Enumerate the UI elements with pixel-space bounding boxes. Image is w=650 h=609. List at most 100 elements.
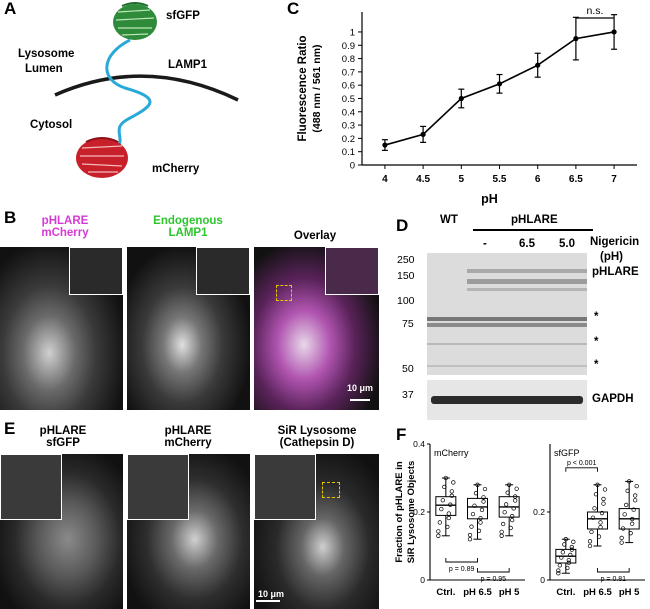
f-box [467, 497, 488, 520]
f-point [601, 496, 606, 502]
e-mcherry-image [127, 454, 250, 609]
e-col3-title: SiR Lysosome (Cathepsin D) [252, 425, 382, 449]
f-point [621, 526, 626, 531]
c-xtick-label: 4.5 [416, 174, 430, 185]
lumen-label: Lumen [25, 63, 63, 75]
f-point [587, 543, 593, 549]
e-scale-label: 10 μm [258, 589, 285, 599]
sfgfp-label: sfGFP [166, 10, 200, 22]
f-point [448, 502, 453, 507]
d-lane-1: - [483, 238, 487, 250]
f-ytick-label: 0.4 [413, 439, 425, 449]
f-point [619, 535, 624, 541]
f-point [566, 560, 571, 565]
f-point [602, 487, 608, 492]
f-point [568, 552, 573, 558]
f-point [560, 550, 565, 555]
f-ytick-label: 0 [540, 575, 545, 585]
c-ytick-label: 0.2 [342, 134, 355, 145]
f-category-label: pH 6.5 [463, 587, 492, 598]
f-point [633, 498, 638, 503]
f-point [557, 563, 562, 568]
f-point [440, 498, 445, 503]
f-ylabel-line1: Fraction of pHLARE in [394, 461, 405, 563]
panel-f-label: F [396, 425, 407, 444]
f-point [504, 502, 509, 507]
c-ytick-label: 0.8 [342, 54, 355, 65]
f-point [566, 557, 571, 563]
f-point [478, 516, 483, 521]
d-blot-gapdh [427, 380, 587, 420]
f-point [508, 525, 513, 531]
e-col2-line1: pHLARE [164, 425, 212, 437]
f-point [478, 520, 483, 525]
f-point [627, 479, 632, 484]
f-point [619, 540, 624, 545]
f-stat-bracket [565, 467, 598, 472]
f-stat-label: p = 0.95 [481, 576, 507, 583]
lamp1-linker [105, 38, 152, 149]
b-scale-label: 10 μm [347, 383, 374, 393]
f-point [446, 515, 451, 521]
f-ytick-label: 0 [420, 575, 425, 585]
f-stat-label: p < 0.001 [567, 460, 596, 467]
d-wt-label: WT [440, 214, 458, 226]
f-point [436, 533, 441, 538]
d-phlare-bracket [473, 229, 593, 231]
c-xtick-label: 4 [382, 174, 388, 185]
mw-250: 250 [397, 254, 415, 266]
f-stat-bracket [597, 568, 630, 573]
e-col3-line2: (Cathepsin D) [279, 437, 355, 449]
f-stat-bracket [477, 568, 510, 573]
c-xtick-label: 5 [459, 174, 465, 185]
f-point [562, 542, 567, 547]
f-point [628, 531, 633, 536]
f-subtitle: mCherry [434, 448, 469, 458]
f-point [587, 539, 593, 544]
f-point [571, 539, 576, 544]
c-ytick-label: 0 [350, 161, 355, 172]
c-ylabel-line1: Fluorescence Ratio [297, 35, 309, 141]
f-subtitle: sfGFP [554, 448, 580, 458]
c-xtick-label: 5.5 [493, 174, 507, 185]
f-point [507, 482, 512, 487]
f-point [436, 529, 441, 534]
f-point [445, 524, 450, 530]
f-point [593, 492, 599, 497]
b-overlay-inset [325, 247, 379, 295]
b-mcherry-inset [69, 247, 123, 295]
f-point [601, 501, 606, 506]
f-point [569, 547, 574, 552]
lysosome-label: Lysosome [18, 48, 75, 60]
b-roi-box [276, 285, 292, 301]
d-blot-main [427, 253, 587, 375]
cytosol-label: Cytosol [30, 119, 73, 131]
d-phlare-label: pHLARE [511, 214, 558, 226]
panel-e-label: E [4, 419, 16, 438]
mw-75: 75 [402, 318, 414, 330]
panel-b-label: B [4, 208, 17, 227]
c-data-point [496, 81, 503, 87]
b-lamp1-inset [196, 247, 250, 295]
f-point [502, 510, 507, 515]
d-nigericin-label: Nigericin [590, 236, 640, 248]
f-point [475, 482, 480, 487]
f-point [473, 491, 479, 496]
panel-c-label: C [287, 0, 300, 18]
f-category-label: pH 6.5 [583, 587, 612, 598]
mcherry-structure [76, 137, 128, 178]
f-category-label: Ctrl. [436, 587, 455, 598]
c-ytick-label: 0.6 [342, 81, 355, 92]
f-point [625, 488, 630, 493]
f-point [633, 493, 638, 498]
d-lane-3: 5.0 [559, 238, 575, 250]
f-ylabel-line2: SiR Lysosome Objects [406, 461, 417, 564]
e-sir-inset [254, 454, 316, 520]
f-point [630, 521, 635, 526]
b-lamp1-image [127, 247, 250, 410]
b-mcherry-image [0, 247, 123, 410]
f-point [634, 483, 639, 489]
c-xtick-label: 7 [611, 174, 617, 185]
e-col1-line1: pHLARE [39, 425, 87, 437]
e-scale-bar [256, 600, 280, 602]
